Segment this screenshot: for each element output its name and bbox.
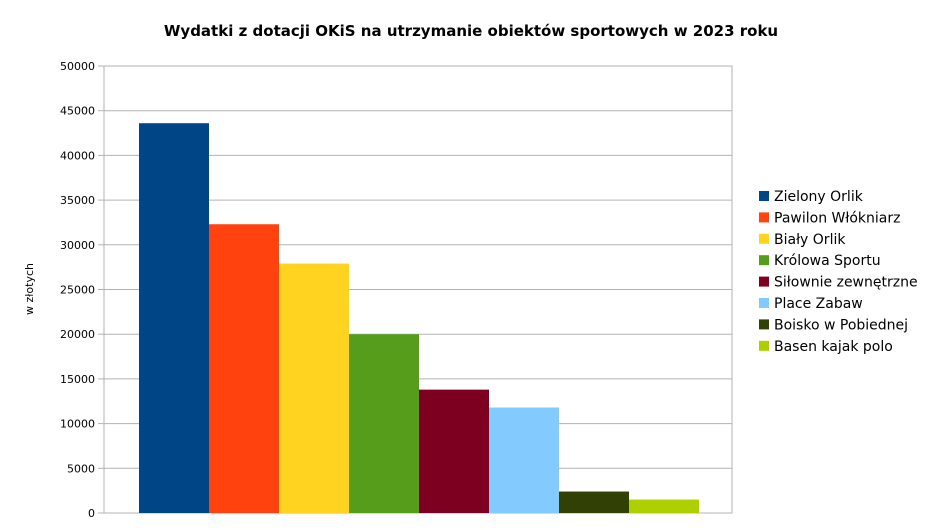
legend-label: Boisko w Pobiednej — [774, 317, 908, 333]
legend-swatch — [759, 319, 769, 330]
bar — [629, 499, 699, 513]
legend-swatch — [759, 233, 769, 244]
legend-item: Zielony Orlik — [759, 189, 864, 205]
y-tick-label: 15000 — [60, 373, 95, 386]
y-tick-label: 25000 — [60, 284, 95, 297]
legend-item: Siłownie zewnętrzne — [759, 275, 918, 291]
legend-label: Królowa Sportu — [774, 253, 881, 269]
y-axis-ticks: 0 5000 10000 15000 20000 25000 30000 35000 40000… — [60, 60, 104, 520]
y-tick-label: 30000 — [60, 239, 95, 252]
y-tick-label: 0 — [88, 507, 95, 520]
y-tick-label: 10000 — [60, 418, 95, 431]
legend-swatch — [759, 255, 769, 266]
y-tick-label: 45000 — [60, 105, 95, 118]
y-tick-label: 50000 — [60, 60, 95, 73]
y-tick-label: 5000 — [67, 462, 95, 475]
legend-swatch — [759, 298, 769, 308]
bar — [209, 224, 279, 513]
legend-swatch — [759, 191, 769, 201]
bar — [139, 123, 209, 513]
chart-title: Wydatki z dotacji OKiS na utrzymanie obi… — [164, 22, 778, 40]
legend-label: Zielony Orlik — [774, 189, 864, 205]
legend-item: Królowa Sportu — [759, 253, 881, 269]
legend-item: Biały Orlik — [759, 232, 846, 248]
legend-item: Place Zabaw — [759, 296, 863, 312]
legend-label: Place Zabaw — [774, 296, 863, 312]
bar — [489, 407, 559, 513]
legend-swatch — [759, 276, 769, 287]
bar — [559, 491, 629, 513]
y-tick-label: 35000 — [60, 194, 95, 207]
legend-item: Boisko w Pobiednej — [759, 317, 908, 333]
bar — [349, 334, 419, 513]
legend-item: Basen kajak polo — [759, 339, 893, 355]
legend-label: Biały Orlik — [774, 232, 846, 248]
bar — [279, 263, 349, 513]
legend-label: Siłownie zewnętrzne — [774, 275, 918, 291]
y-tick-label: 20000 — [60, 328, 95, 341]
legend-swatch — [759, 212, 769, 223]
legend-label: Pawilon Włókniarz — [774, 210, 900, 226]
legend-swatch — [759, 340, 769, 351]
y-tick-label: 40000 — [60, 149, 95, 162]
bar — [419, 389, 489, 513]
legend-label: Basen kajak polo — [774, 339, 893, 355]
bars — [139, 123, 699, 513]
y-axis-label: w złotych — [23, 263, 36, 315]
legend-item: Pawilon Włókniarz — [759, 210, 900, 226]
legend: Zielony Orlik Pawilon Włókniarz Biały Orli… — [759, 189, 918, 355]
